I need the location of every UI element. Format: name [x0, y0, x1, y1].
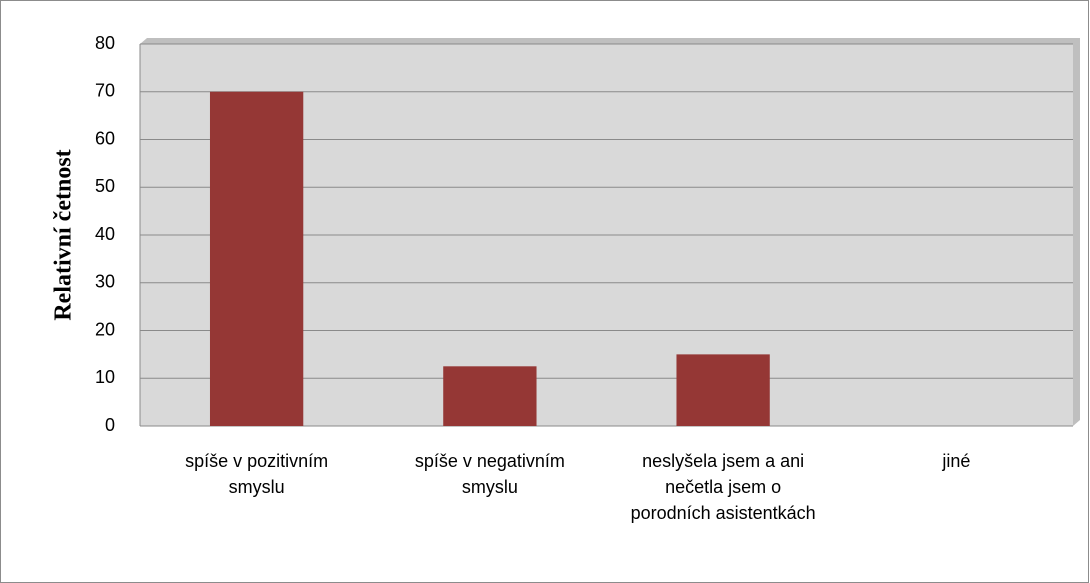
- bar: [209, 91, 304, 426]
- y-tick-label: 40: [95, 224, 115, 244]
- y-tick-label: 10: [95, 367, 115, 387]
- y-tick-label: 30: [95, 272, 115, 292]
- bar: [443, 366, 537, 426]
- y-tick-label: 60: [95, 128, 115, 148]
- bar: [676, 354, 770, 426]
- y-tick-label: 70: [95, 81, 115, 101]
- x-tick-label: spíše v pozitivním smyslu: [185, 451, 329, 497]
- y-tick-label: 80: [95, 33, 115, 53]
- y-tick-label: 50: [95, 176, 115, 196]
- y-tick-label: 0: [105, 415, 115, 435]
- y-axis-title: Relativní četnost: [51, 149, 77, 320]
- y-tick-label: 20: [95, 319, 115, 339]
- x-tick-label: jiné: [942, 451, 971, 471]
- x-tick-label: neslyšela jsem a ani nečetla jsem o poro…: [630, 451, 816, 523]
- x-tick-label: spíše v negativním smyslu: [414, 451, 565, 497]
